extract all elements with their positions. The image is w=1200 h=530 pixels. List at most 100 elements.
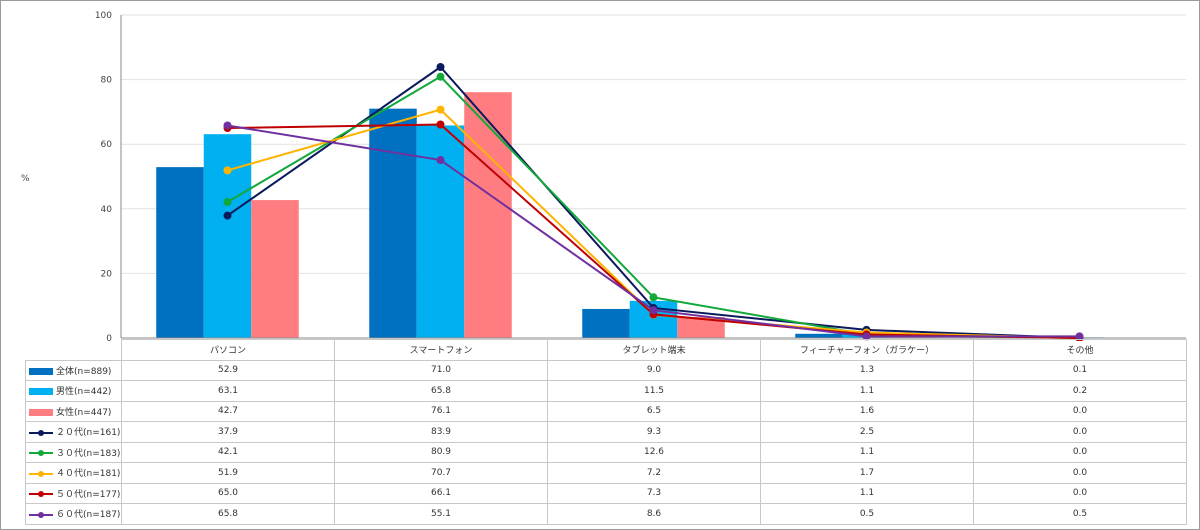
data-point bbox=[436, 156, 445, 165]
data-table: パソコン スマートフォン タブレット端末 フィーチャーフォン（ガラケー） その他 全体(n… bbox=[25, 339, 1187, 525]
value-cell: 65.0 bbox=[121, 482, 335, 504]
legend-cell: ５０代(n=177) bbox=[25, 482, 122, 504]
legend-cell: 女性(n=447) bbox=[25, 400, 122, 422]
legend-bar-swatch bbox=[29, 408, 53, 416]
table-row: ４０代(n=181) 51.9 70.7 7.2 1.7 0.0 bbox=[25, 462, 1187, 484]
value-cell: 1.1 bbox=[760, 482, 974, 504]
value-cell: 71.0 bbox=[334, 359, 548, 381]
data-point bbox=[649, 306, 658, 315]
value-cell: 8.6 bbox=[547, 503, 761, 525]
y-tick-label: 60 bbox=[101, 140, 113, 150]
value-cell: 66.1 bbox=[334, 482, 548, 504]
value-cell: 0.2 bbox=[973, 380, 1187, 402]
value-cell: 1.1 bbox=[760, 441, 974, 463]
legend-label: 男性(n=442) bbox=[56, 387, 112, 398]
value-cell: 83.9 bbox=[334, 421, 548, 443]
legend-line-swatch bbox=[29, 429, 53, 436]
table-row: 女性(n=447) 42.7 76.1 6.5 1.6 0.0 bbox=[25, 400, 1187, 422]
y-tick-label: 0 bbox=[106, 334, 112, 341]
bar bbox=[677, 317, 725, 338]
value-cell: 0.5 bbox=[760, 503, 974, 525]
legend-label: ５０代(n=177) bbox=[56, 489, 121, 500]
value-cell: 63.1 bbox=[121, 380, 335, 402]
y-tick-label: 20 bbox=[101, 269, 113, 279]
value-cell: 0.1 bbox=[973, 359, 1187, 381]
legend-label: 全体(n=889) bbox=[56, 366, 112, 377]
value-cell: 2.5 bbox=[760, 421, 974, 443]
bar bbox=[582, 308, 630, 338]
value-cell: 0.0 bbox=[973, 400, 1187, 422]
value-cell: 80.9 bbox=[334, 441, 548, 463]
bar bbox=[464, 92, 512, 339]
bar bbox=[369, 108, 417, 338]
data-point bbox=[862, 332, 871, 341]
legend-cell: ６０代(n=187) bbox=[25, 503, 122, 525]
y-tick-label: 100 bbox=[95, 11, 112, 21]
legend-cell: 全体(n=889) bbox=[25, 359, 122, 381]
corner-cell bbox=[26, 340, 122, 361]
value-cell: 12.6 bbox=[547, 441, 761, 463]
legend-bar-swatch bbox=[29, 388, 53, 396]
value-cell: 1.1 bbox=[760, 380, 974, 402]
legend-line-swatch bbox=[29, 470, 53, 477]
legend-line-swatch bbox=[29, 511, 53, 518]
value-cell: 0.0 bbox=[973, 482, 1187, 504]
data-point bbox=[436, 72, 445, 81]
combo-chart: 0 20 40 60 80 100% bbox=[21, 11, 1186, 341]
value-cell: 7.2 bbox=[547, 462, 761, 484]
legend-cell: 男性(n=442) bbox=[25, 380, 122, 402]
category-header: タブレット端末 bbox=[547, 339, 761, 361]
value-cell: 42.7 bbox=[121, 400, 335, 422]
category-header: パソコン bbox=[121, 339, 335, 361]
table-row: ５０代(n=177) 65.0 66.1 7.3 1.1 0.0 bbox=[25, 482, 1187, 504]
legend-line-swatch bbox=[29, 491, 53, 498]
legend-label: ６０代(n=187) bbox=[56, 510, 121, 521]
legend-label: 女性(n=447) bbox=[56, 407, 112, 418]
category-header: その他 bbox=[973, 339, 1187, 361]
data-point bbox=[223, 198, 232, 207]
data-point bbox=[223, 121, 232, 130]
legend-bar-swatch bbox=[29, 367, 53, 375]
legend-cell: ２０代(n=161) bbox=[25, 421, 122, 443]
value-cell: 42.1 bbox=[121, 441, 335, 463]
table-row: ３０代(n=183) 42.1 80.9 12.6 1.1 0.0 bbox=[25, 441, 1187, 463]
value-cell: 55.1 bbox=[334, 503, 548, 525]
y-axis-label: % bbox=[21, 174, 30, 184]
value-cell: 37.9 bbox=[121, 421, 335, 443]
category-header: フィーチャーフォン（ガラケー） bbox=[760, 339, 974, 361]
data-point bbox=[436, 63, 445, 72]
bar bbox=[251, 200, 299, 338]
value-cell: 11.5 bbox=[547, 380, 761, 402]
value-cell: 76.1 bbox=[334, 400, 548, 422]
value-cell: 9.3 bbox=[547, 421, 761, 443]
value-cell: 1.7 bbox=[760, 462, 974, 484]
data-point bbox=[436, 105, 445, 114]
value-cell: 65.8 bbox=[121, 503, 335, 525]
bar bbox=[156, 167, 204, 338]
legend-cell: ４０代(n=181) bbox=[25, 462, 122, 484]
value-cell: 0.5 bbox=[973, 503, 1187, 525]
table-row: ６０代(n=187) 65.8 55.1 8.6 0.5 0.5 bbox=[25, 503, 1187, 525]
bar bbox=[795, 333, 843, 338]
legend-label: ４０代(n=181) bbox=[56, 469, 121, 480]
table-row: 全体(n=889) 52.9 71.0 9.0 1.3 0.1 bbox=[25, 359, 1187, 381]
value-cell: 52.9 bbox=[121, 359, 335, 381]
legend-label: ２０代(n=161) bbox=[56, 428, 121, 439]
table-row: 男性(n=442) 63.1 65.8 11.5 1.1 0.2 bbox=[25, 380, 1187, 402]
value-cell: 9.0 bbox=[547, 359, 761, 381]
legend-line-swatch bbox=[29, 450, 53, 457]
value-cell: 70.7 bbox=[334, 462, 548, 484]
legend-label: ３０代(n=183) bbox=[56, 448, 121, 459]
value-cell: 51.9 bbox=[121, 462, 335, 484]
value-cell: 0.0 bbox=[973, 441, 1187, 463]
data-point bbox=[223, 166, 232, 175]
value-cell: 6.5 bbox=[547, 400, 761, 422]
value-cell: 0.0 bbox=[973, 462, 1187, 484]
data-point bbox=[436, 120, 445, 129]
legend-cell: ３０代(n=183) bbox=[25, 441, 122, 463]
category-header: スマートフォン bbox=[334, 339, 548, 361]
data-point bbox=[1075, 332, 1084, 341]
value-cell: 1.3 bbox=[760, 359, 974, 381]
table-row: ２０代(n=161) 37.9 83.9 9.3 2.5 0.0 bbox=[25, 421, 1187, 443]
